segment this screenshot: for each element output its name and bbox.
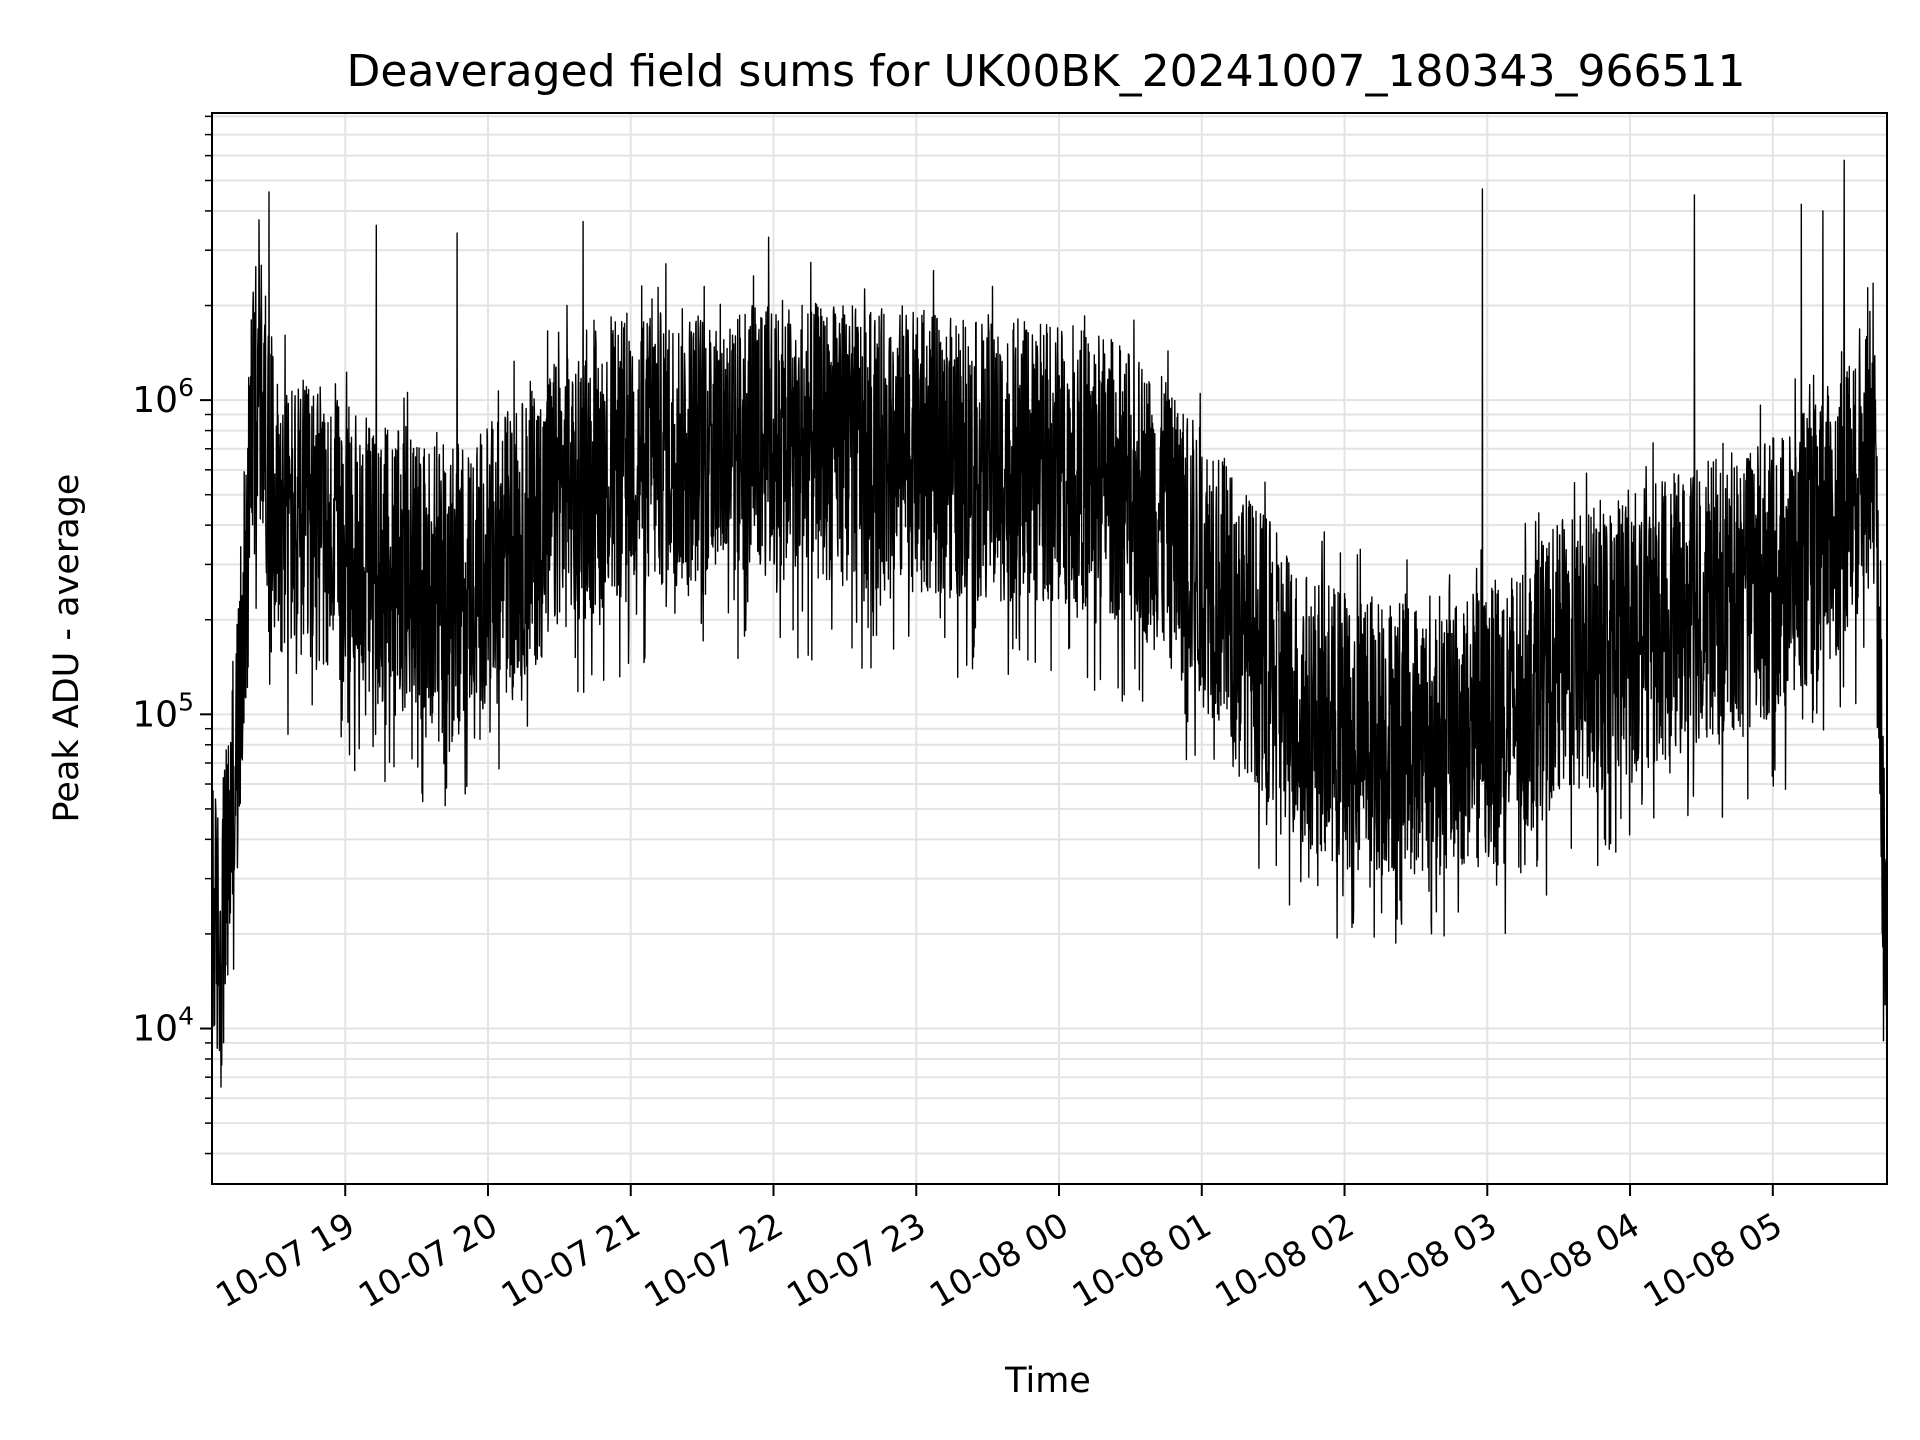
y-axis-label: Peak ADU - average (47, 474, 87, 823)
x-tick-label: 10-08 03 (1351, 1205, 1503, 1316)
x-tick-label: 10-07 23 (780, 1205, 932, 1316)
y-tick-label: 106 (132, 373, 194, 421)
x-tick-label: 10-08 04 (1494, 1205, 1646, 1316)
x-tick-label: 10-07 20 (352, 1205, 504, 1316)
plot-frame (211, 112, 1888, 1185)
series-line (211, 159, 1888, 1154)
x-tick-label: 10-07 21 (495, 1205, 647, 1316)
chart-title: Deaveraged field sums for UK00BK_2024100… (347, 46, 1746, 97)
x-tick-label: 10-08 00 (923, 1205, 1075, 1316)
x-tick-label: 10-07 22 (638, 1205, 790, 1316)
x-tick-label: 10-08 05 (1637, 1205, 1789, 1316)
plot-area (211, 159, 1888, 1154)
x-tick-label: 10-07 19 (209, 1205, 361, 1316)
y-tick-label: 104 (132, 1002, 194, 1050)
y-tick-label: 105 (132, 687, 194, 735)
y-axis: 104 105 106 (132, 115, 212, 1155)
x-tick-label: 10-08 02 (1209, 1205, 1361, 1316)
x-axis-label: Time (1004, 1361, 1091, 1401)
x-tick-label: 10-08 01 (1066, 1205, 1218, 1316)
